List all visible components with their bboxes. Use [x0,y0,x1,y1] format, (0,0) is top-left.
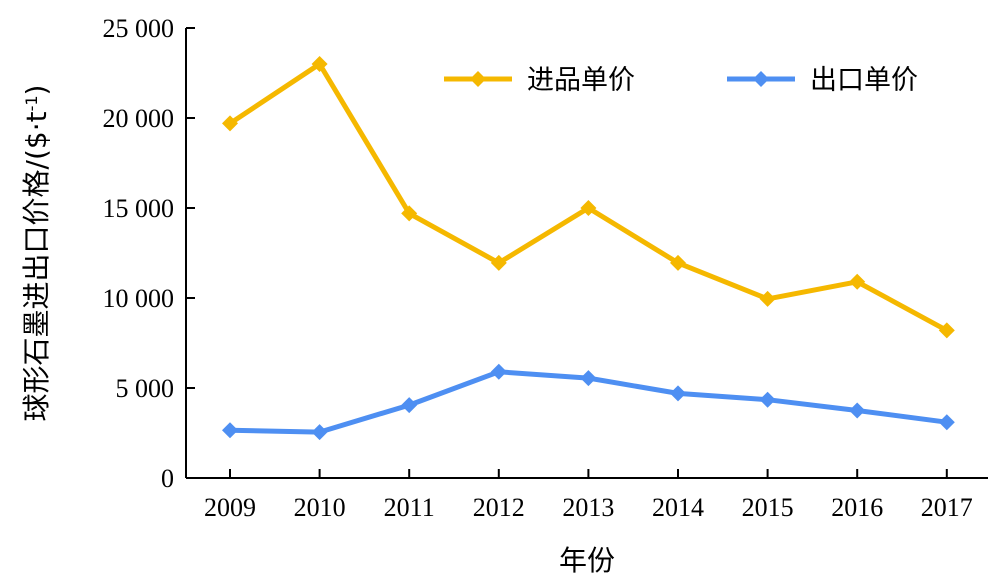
x-axis-ticks: 2009 2010 2011 2012 2013 2014 2015 2016 2017 [204,469,973,522]
x-tick-label: 2012 [473,493,525,522]
legend-label: 进品单价 [527,65,635,96]
x-tick-label: 2014 [652,493,704,522]
x-tick-label: 2011 [384,493,435,522]
x-tick-label: 2015 [742,493,794,522]
series-layer [222,56,955,441]
data-point-marker [580,370,597,387]
data-point-marker [401,205,418,222]
data-point-marker [670,254,686,271]
data-point-marker [849,273,866,290]
data-point-marker [938,414,955,431]
series-line-1 [228,61,948,333]
data-point-marker [311,424,328,441]
legend-swatch-marker [753,71,769,87]
x-tick-label: 2010 [294,493,346,522]
data-point-marker [938,322,955,339]
legend: 进品单价 出口单价 [444,65,918,96]
y-axis-title-main: 球形石墨进出口价格/($·t [20,111,53,421]
x-tick-label: 2013 [562,493,614,522]
y-tick-label: 15 000 [103,194,175,223]
data-point-marker [580,200,597,216]
data-point-marker [670,385,686,402]
x-tick-label: 2017 [921,493,973,522]
y-tick-label: 25 000 [103,14,175,43]
data-point-marker [490,254,507,271]
x-tick-label: 2009 [204,493,256,522]
y-tick-label: 0 [161,464,174,493]
y-tick-label: 20 000 [103,104,175,133]
data-point-marker [311,56,328,72]
x-tick-label: 2016 [831,493,883,522]
y-tick-label: 10 000 [103,284,175,313]
y-tick-label: 5 000 [116,374,175,403]
data-point-marker [759,391,776,408]
data-point-marker [222,115,238,132]
y-axis-title-superscript: -1 [22,95,41,111]
x-axis-title: 年份 [559,544,615,577]
legend-label: 出口单价 [810,65,918,96]
data-point-marker [490,363,507,380]
data-point-marker [401,397,418,414]
data-point-marker [759,290,776,307]
data-point-marker [222,422,238,439]
data-point-marker [849,402,866,419]
y-axis-ticks: 0 5 000 10 000 15 000 20 000 25 000 [103,14,195,493]
y-axis-title: 球形石墨进出口价格/($·t-1) [20,85,53,422]
y-axis-title-close: ) [20,85,53,96]
legend-swatch-marker [470,71,486,87]
